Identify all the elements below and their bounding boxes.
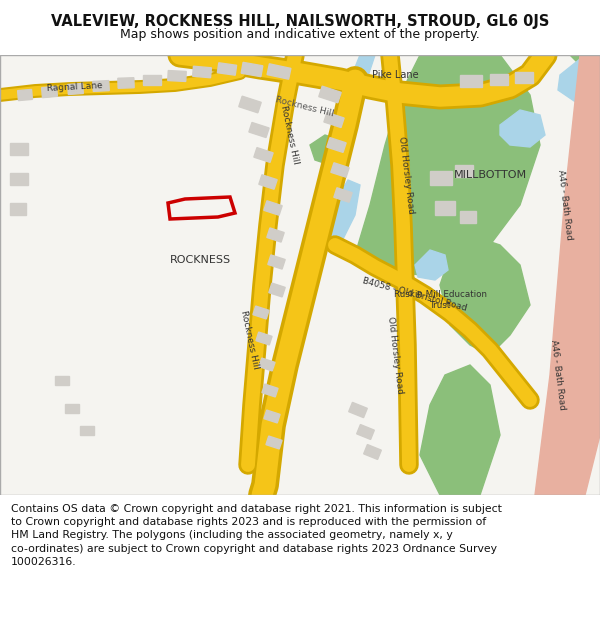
- Bar: [193, 66, 211, 78]
- Text: Rockness Hill: Rockness Hill: [239, 310, 260, 370]
- Bar: [93, 81, 109, 91]
- Bar: [435, 201, 455, 215]
- Bar: [10, 203, 26, 215]
- Bar: [490, 74, 508, 85]
- Text: Ruskin Mill Education
Trust: Ruskin Mill Education Trust: [394, 290, 487, 310]
- Bar: [319, 86, 341, 103]
- Bar: [259, 175, 277, 189]
- Bar: [249, 122, 269, 138]
- Bar: [266, 436, 282, 449]
- Text: VALEVIEW, ROCKNESS HILL, NAILSWORTH, STROUD, GL6 0JS: VALEVIEW, ROCKNESS HILL, NAILSWORTH, STR…: [51, 14, 549, 29]
- Text: Ragnal Lane: Ragnal Lane: [47, 81, 103, 93]
- Bar: [239, 96, 261, 113]
- Text: MILLBOTTOM: MILLBOTTOM: [454, 170, 527, 180]
- Bar: [143, 75, 161, 85]
- Bar: [430, 171, 452, 185]
- Bar: [324, 112, 344, 128]
- Bar: [515, 72, 533, 83]
- Text: Old Horsley Road: Old Horsley Road: [386, 316, 404, 394]
- Bar: [269, 283, 285, 297]
- Bar: [331, 162, 349, 177]
- Polygon shape: [355, 55, 540, 275]
- Bar: [65, 404, 79, 413]
- Polygon shape: [535, 55, 600, 495]
- Bar: [118, 78, 134, 88]
- Bar: [41, 86, 58, 98]
- Polygon shape: [336, 55, 375, 115]
- Bar: [17, 89, 32, 101]
- Bar: [10, 143, 28, 155]
- Bar: [364, 444, 382, 459]
- Bar: [241, 62, 263, 77]
- Bar: [254, 148, 273, 162]
- Bar: [217, 62, 236, 75]
- Bar: [262, 384, 278, 397]
- Bar: [264, 410, 280, 423]
- Bar: [356, 424, 374, 439]
- Polygon shape: [500, 110, 545, 147]
- Polygon shape: [490, 55, 600, 85]
- Bar: [80, 426, 94, 435]
- Text: Old Horsley Road: Old Horsley Road: [397, 136, 415, 214]
- Polygon shape: [328, 180, 360, 245]
- Text: Pike Lane: Pike Lane: [371, 70, 418, 80]
- Text: B4058 - Old Bristol Road: B4058 - Old Bristol Road: [362, 277, 468, 313]
- Bar: [460, 211, 476, 223]
- Bar: [349, 402, 367, 418]
- Text: A46 - Bath Road: A46 - Bath Road: [549, 339, 567, 411]
- Bar: [256, 332, 272, 345]
- Bar: [460, 75, 482, 87]
- Text: A46 - Bath Road: A46 - Bath Road: [556, 169, 574, 241]
- Bar: [264, 201, 282, 215]
- Bar: [267, 228, 284, 242]
- Bar: [267, 64, 291, 79]
- Text: Map shows position and indicative extent of the property.: Map shows position and indicative extent…: [120, 28, 480, 41]
- Polygon shape: [310, 135, 345, 165]
- Bar: [253, 306, 269, 319]
- Text: Rockness Hill: Rockness Hill: [275, 96, 335, 119]
- Text: ROCKNESS: ROCKNESS: [169, 255, 230, 265]
- Bar: [327, 138, 346, 152]
- Bar: [268, 255, 285, 269]
- Polygon shape: [440, 235, 530, 355]
- Polygon shape: [415, 250, 448, 280]
- Bar: [10, 173, 28, 185]
- Polygon shape: [558, 55, 600, 105]
- Bar: [259, 358, 275, 371]
- Text: Rockness Hill: Rockness Hill: [280, 105, 301, 165]
- Bar: [68, 84, 83, 94]
- Bar: [55, 376, 69, 385]
- Bar: [334, 188, 352, 202]
- Polygon shape: [420, 365, 500, 495]
- Bar: [455, 165, 473, 177]
- Bar: [168, 71, 186, 81]
- Text: Contains OS data © Crown copyright and database right 2021. This information is : Contains OS data © Crown copyright and d…: [11, 504, 502, 567]
